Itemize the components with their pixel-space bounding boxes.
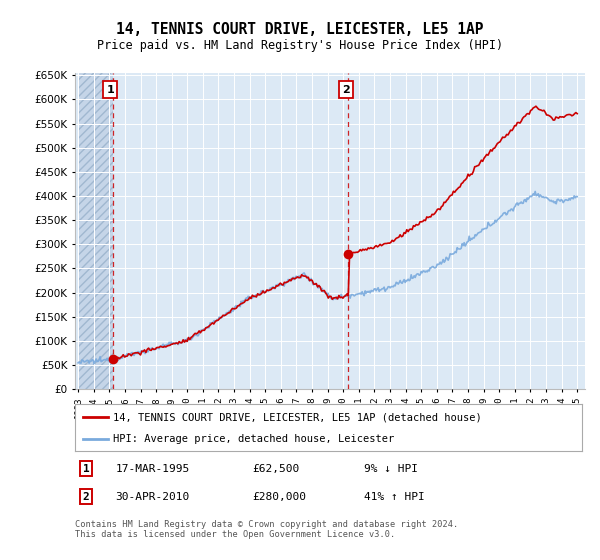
Text: 17-MAR-1995: 17-MAR-1995 <box>116 464 190 474</box>
Text: 2: 2 <box>83 492 89 502</box>
Text: 2: 2 <box>342 85 350 95</box>
Text: 14, TENNIS COURT DRIVE, LEICESTER, LE5 1AP (detached house): 14, TENNIS COURT DRIVE, LEICESTER, LE5 1… <box>113 412 482 422</box>
Text: Contains HM Land Registry data © Crown copyright and database right 2024.
This d: Contains HM Land Registry data © Crown c… <box>75 520 458 539</box>
Bar <box>78 73 113 389</box>
Text: 1: 1 <box>83 464 89 474</box>
Text: £62,500: £62,500 <box>253 464 300 474</box>
Text: 1: 1 <box>106 85 114 95</box>
Text: Price paid vs. HM Land Registry's House Price Index (HPI): Price paid vs. HM Land Registry's House … <box>97 39 503 52</box>
Bar <box>78 73 113 389</box>
Text: 41% ↑ HPI: 41% ↑ HPI <box>364 492 425 502</box>
Text: 9% ↓ HPI: 9% ↓ HPI <box>364 464 418 474</box>
Text: HPI: Average price, detached house, Leicester: HPI: Average price, detached house, Leic… <box>113 434 394 444</box>
Text: 30-APR-2010: 30-APR-2010 <box>116 492 190 502</box>
Text: £280,000: £280,000 <box>253 492 307 502</box>
Text: 14, TENNIS COURT DRIVE, LEICESTER, LE5 1AP: 14, TENNIS COURT DRIVE, LEICESTER, LE5 1… <box>116 22 484 38</box>
